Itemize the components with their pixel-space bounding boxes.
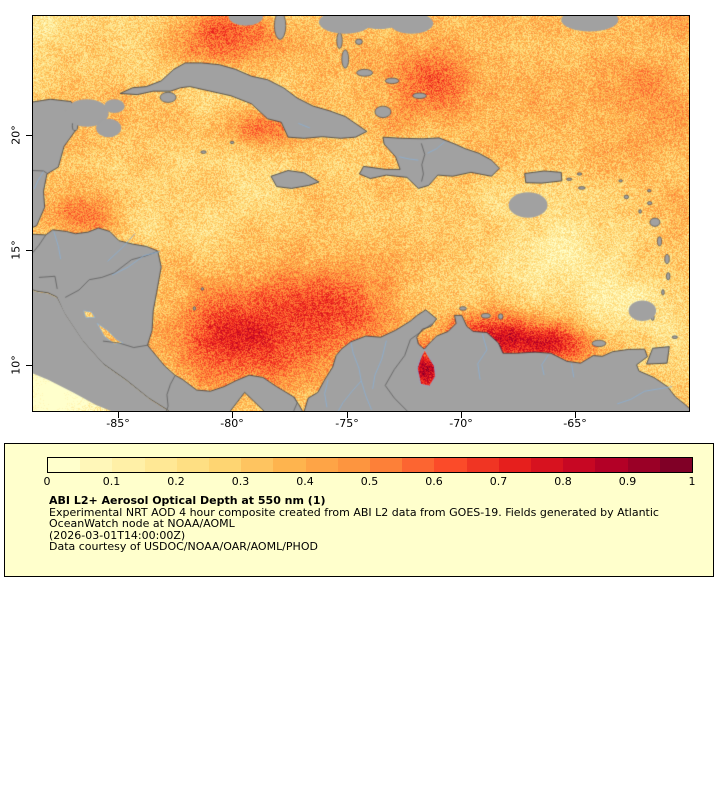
colorbar-segment (563, 458, 596, 472)
colorbar-tick-label: 1 (688, 475, 696, 488)
x-axis-label: -85° (106, 417, 130, 430)
colorbar-segment (273, 458, 306, 472)
colorbar-segment (241, 458, 274, 472)
colorbar-segment (209, 458, 242, 472)
x-axis-label: -80° (220, 417, 244, 430)
colorbar-segment (498, 458, 532, 472)
colorbar-tick-label: 0.1 (102, 475, 121, 488)
map-frame (32, 15, 690, 412)
colorbar-tick-label: 0.4 (296, 475, 314, 488)
colorbar-tick-label: 0.8 (554, 475, 572, 488)
colorbar-tick-label: 0.5 (360, 475, 379, 488)
colorbar-segment (48, 458, 81, 472)
colorbar-segment (659, 458, 693, 472)
map-plot-area: 20° 15° 10° -85° -80° -75° -70° -65° (9, 15, 690, 430)
colorbar-tick-label: 0.7 (489, 475, 508, 488)
colorbar-segment (112, 458, 145, 472)
y-axis-tick (26, 250, 32, 251)
y-axis-label: 15° (9, 240, 23, 260)
colorbar (47, 457, 693, 473)
colorbar-segment (337, 458, 371, 472)
colorbar-segment (627, 458, 660, 472)
colorbar-segment (305, 458, 338, 472)
x-axis-tick (232, 412, 233, 418)
colorbar-segment (80, 458, 113, 472)
colorbar-segment (531, 458, 564, 472)
colorbar-segment (434, 458, 467, 472)
y-axis-label: 20° (9, 125, 23, 145)
y-axis-tick (26, 135, 32, 136)
colorbar-tick-label: 0 (43, 475, 51, 488)
colorbar-tick-label: 0.6 (425, 475, 443, 488)
colorbar-tick-label: 0.9 (618, 475, 637, 488)
colorbar-segment (466, 458, 499, 472)
x-axis-label: -65° (563, 417, 587, 430)
y-axis-tick (26, 365, 32, 366)
colorbar-segment (144, 458, 177, 472)
colorbar-segment (402, 458, 435, 472)
colorbar-segment (370, 458, 403, 472)
legend-description-line-1: Experimental NRT AOD 4 hour composite cr… (49, 505, 659, 519)
legend-timestamp: (2026-03-01T14:00:00Z) (49, 528, 186, 542)
colorbar-segment (176, 458, 210, 472)
colorbar-tick-label: 0.2 (167, 475, 185, 488)
legend-description-line-2: OceanWatch node at NOAA/AOML (49, 517, 235, 531)
legend-title: ABI L2+ Aerosol Optical Depth at 550 nm … (49, 494, 326, 507)
legend-panel: 0 0.1 0.2 0.3 0.4 0.5 0.6 0.7 0.8 0.9 1 … (4, 443, 714, 577)
colorbar-tick-labels: 0 0.1 0.2 0.3 0.4 0.5 0.6 0.7 0.8 0.9 1 (43, 475, 696, 488)
x-axis-tick (118, 412, 119, 418)
legend-text-block: ABI L2+ Aerosol Optical Depth at 550 nm … (49, 495, 659, 553)
aod-map-canvas (33, 16, 689, 411)
x-axis-tick (461, 412, 462, 418)
colorbar-tick-label: 0.3 (231, 475, 250, 488)
x-axis-tick (575, 412, 576, 418)
colorbar-segment (595, 458, 628, 472)
y-axis-label: 10° (9, 355, 23, 375)
x-axis-tick (347, 412, 348, 418)
x-axis-label: -70° (449, 417, 473, 430)
legend-credit: Data courtesy of USDOC/NOAA/OAR/AOML/PHO… (49, 540, 318, 554)
x-axis-label: -75° (335, 417, 359, 430)
